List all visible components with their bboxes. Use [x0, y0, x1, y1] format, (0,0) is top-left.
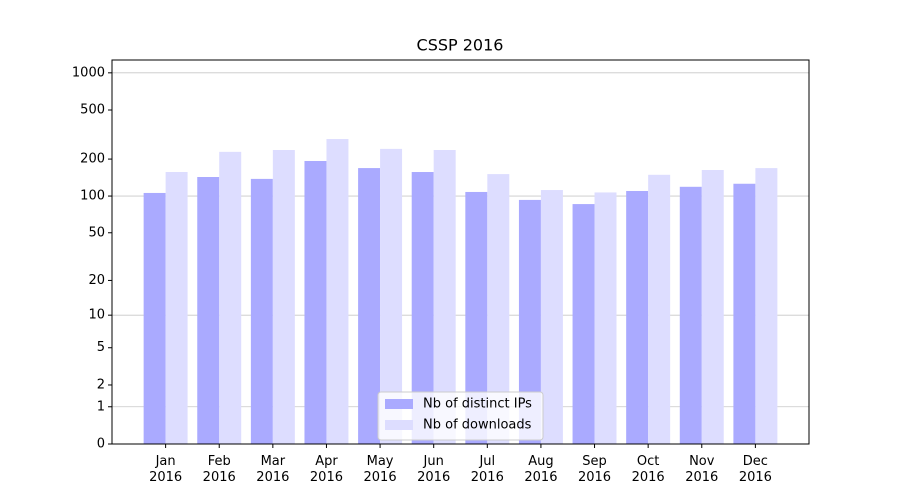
x-tick-label: Nov 2016 — [685, 454, 718, 485]
bar — [326, 139, 349, 444]
bar — [701, 170, 724, 445]
x-tick-label: Jan 2016 — [149, 454, 182, 485]
y-tick-label: 200 — [80, 152, 105, 167]
bar — [304, 160, 327, 444]
chart-title: CSSP 2016 — [417, 36, 504, 55]
bar — [755, 168, 778, 444]
x-tick-label: May 2016 — [364, 454, 397, 485]
bar — [433, 150, 456, 444]
y-tick-label: 100 — [80, 189, 105, 204]
bar — [197, 176, 220, 444]
bar — [626, 190, 649, 444]
plot-frame — [111, 59, 810, 445]
bar — [411, 172, 434, 445]
bar — [679, 186, 702, 444]
legend-swatch — [385, 399, 413, 409]
bar — [165, 172, 188, 445]
y-tick-label: 0 — [97, 437, 105, 452]
bar — [648, 174, 671, 444]
bar — [219, 151, 242, 444]
bar — [540, 190, 563, 444]
y-tick-label: 1000 — [72, 65, 105, 80]
y-tick-label: 500 — [80, 103, 105, 118]
bar — [594, 192, 617, 444]
x-tick-label: Dec 2016 — [739, 454, 772, 485]
x-tick-label: Jul 2016 — [471, 454, 504, 485]
x-tick-label: Mar 2016 — [256, 454, 289, 485]
bar — [733, 183, 756, 444]
legend-box — [377, 391, 544, 441]
legend-swatch — [385, 420, 413, 430]
y-tick-label: 20 — [88, 273, 105, 288]
y-tick-label: 2 — [97, 377, 105, 392]
bar — [465, 191, 488, 444]
x-tick-label: Sep 2016 — [578, 454, 611, 485]
y-tick-label: 10 — [88, 308, 105, 323]
y-tick-label: 50 — [88, 225, 105, 240]
bar — [358, 168, 381, 444]
bar — [143, 192, 166, 444]
bar — [518, 199, 541, 444]
y-tick-label: 1 — [97, 399, 105, 414]
bar — [380, 148, 403, 445]
legend-label: Nb of downloads — [423, 418, 532, 433]
bar — [250, 178, 273, 444]
bar — [272, 150, 295, 444]
x-tick-label: Feb 2016 — [203, 454, 236, 485]
bar — [487, 174, 510, 444]
x-tick-label: Jun 2016 — [417, 454, 450, 485]
y-tick-label: 5 — [97, 340, 105, 355]
x-tick-label: Oct 2016 — [632, 454, 665, 485]
bar — [572, 204, 595, 444]
legend: Nb of distinct IPs Nb of downloads — [377, 391, 544, 441]
x-tick-label: Apr 2016 — [310, 454, 343, 485]
legend-label: Nb of distinct IPs — [423, 397, 532, 412]
x-tick-label: Aug 2016 — [524, 454, 557, 485]
